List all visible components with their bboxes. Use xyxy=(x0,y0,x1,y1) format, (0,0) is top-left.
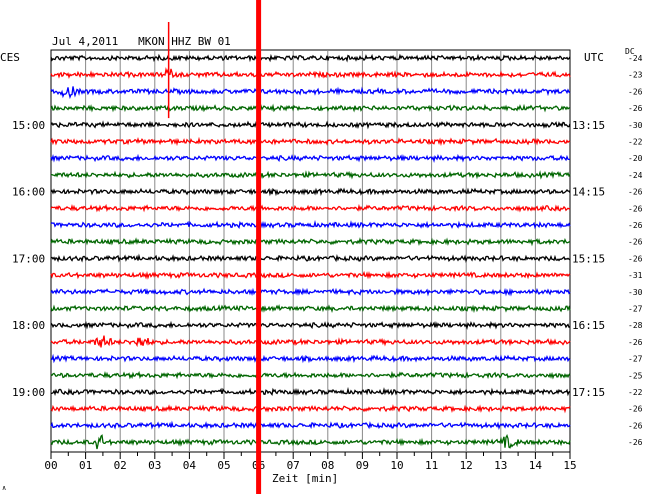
trace-line xyxy=(50,66,571,80)
x-tick-label: 02 xyxy=(114,459,127,472)
dc-offset-label: -26 xyxy=(628,438,643,447)
corner-mark: ∧ xyxy=(2,484,6,492)
dc-offset-label: -22 xyxy=(628,388,643,397)
trace-line xyxy=(50,203,571,213)
dc-offset-label: -26 xyxy=(628,421,643,430)
dc-offset-label: -28 xyxy=(628,321,643,330)
dc-offset-label: -26 xyxy=(628,104,643,113)
trace-line xyxy=(50,304,571,314)
dc-offset-label: -27 xyxy=(628,355,643,364)
right-time-label: 16:15 xyxy=(572,319,605,332)
dc-offset-label: -25 xyxy=(628,371,643,380)
dc-offset-label: -24 xyxy=(628,54,643,63)
time-marker-bar xyxy=(256,0,262,494)
dc-offset-label: -26 xyxy=(628,188,643,197)
x-tick-label: 12 xyxy=(460,459,473,472)
dc-offset-label: -20 xyxy=(628,154,643,163)
x-tick-label: 07 xyxy=(287,459,300,472)
left-time-label: 16:00 xyxy=(12,186,45,199)
x-axis-label: Zeit [min] xyxy=(272,472,339,485)
dc-offset-label: -26 xyxy=(628,204,643,213)
dc-offset-label: -27 xyxy=(628,305,643,314)
trace-line xyxy=(50,386,571,397)
trace-line xyxy=(50,153,570,163)
trace-line xyxy=(50,219,571,230)
dc-offset-label: -30 xyxy=(628,121,643,130)
x-tick-label: 10 xyxy=(390,459,403,472)
right-timezone-label: UTC xyxy=(584,51,604,64)
trace-line xyxy=(51,170,571,180)
left-time-label: 15:00 xyxy=(12,119,45,132)
trace-line xyxy=(50,86,571,100)
trace-line xyxy=(50,253,571,263)
left-time-label: 18:00 xyxy=(12,319,45,332)
chart-title: Jul 4,2011 MKON HHZ BW 01 xyxy=(52,35,231,48)
x-tick-label: 00 xyxy=(44,459,57,472)
dc-offset-label: -26 xyxy=(628,338,643,347)
dc-offset-label: -30 xyxy=(628,288,643,297)
trace-line xyxy=(50,270,571,280)
dc-offset-label: -24 xyxy=(628,171,643,180)
right-time-label: 15:15 xyxy=(572,252,605,265)
x-tick-label: 05 xyxy=(217,459,230,472)
x-tick-label: 03 xyxy=(148,459,161,472)
left-time-label: 17:00 xyxy=(12,252,45,265)
trace-line xyxy=(50,433,571,450)
trace-line xyxy=(50,120,571,130)
left-time-label: 19:00 xyxy=(12,386,45,399)
dc-offset-label: -22 xyxy=(628,138,643,147)
trace-line xyxy=(50,335,571,348)
x-tick-label: 15 xyxy=(563,459,576,472)
trace-line xyxy=(50,53,571,63)
right-time-label: 13:15 xyxy=(572,119,605,132)
x-tick-label: 13 xyxy=(494,459,507,472)
dc-offset-label: -26 xyxy=(628,87,643,96)
x-tick-label: 11 xyxy=(425,459,438,472)
right-time-label: 14:15 xyxy=(572,186,605,199)
trace-line xyxy=(50,237,571,247)
x-tick-label: 01 xyxy=(79,459,92,472)
trace-line xyxy=(50,187,571,197)
x-tick-label: 08 xyxy=(321,459,334,472)
trace-line xyxy=(50,320,571,330)
trace-line xyxy=(50,103,571,113)
x-tick-label: 09 xyxy=(356,459,369,472)
trace-line xyxy=(50,287,571,297)
x-tick-label: 14 xyxy=(529,459,543,472)
right-time-label: 17:15 xyxy=(572,386,605,399)
trace-line xyxy=(50,136,571,147)
dc-offset-label: -26 xyxy=(628,238,643,247)
left-timezone-label: CES xyxy=(0,51,20,64)
dc-offset-label: -26 xyxy=(628,405,643,414)
trace-line xyxy=(50,404,571,414)
dc-offset-label: -26 xyxy=(628,254,643,263)
x-tick-label: 04 xyxy=(183,459,197,472)
trace-line xyxy=(51,353,571,364)
trace-line xyxy=(50,370,571,380)
dc-offset-label: -31 xyxy=(628,271,643,280)
dc-offset-label: -26 xyxy=(628,221,643,230)
trace-line xyxy=(50,420,571,430)
dc-offset-label: -23 xyxy=(628,71,643,80)
dc-label: DC xyxy=(625,47,635,56)
